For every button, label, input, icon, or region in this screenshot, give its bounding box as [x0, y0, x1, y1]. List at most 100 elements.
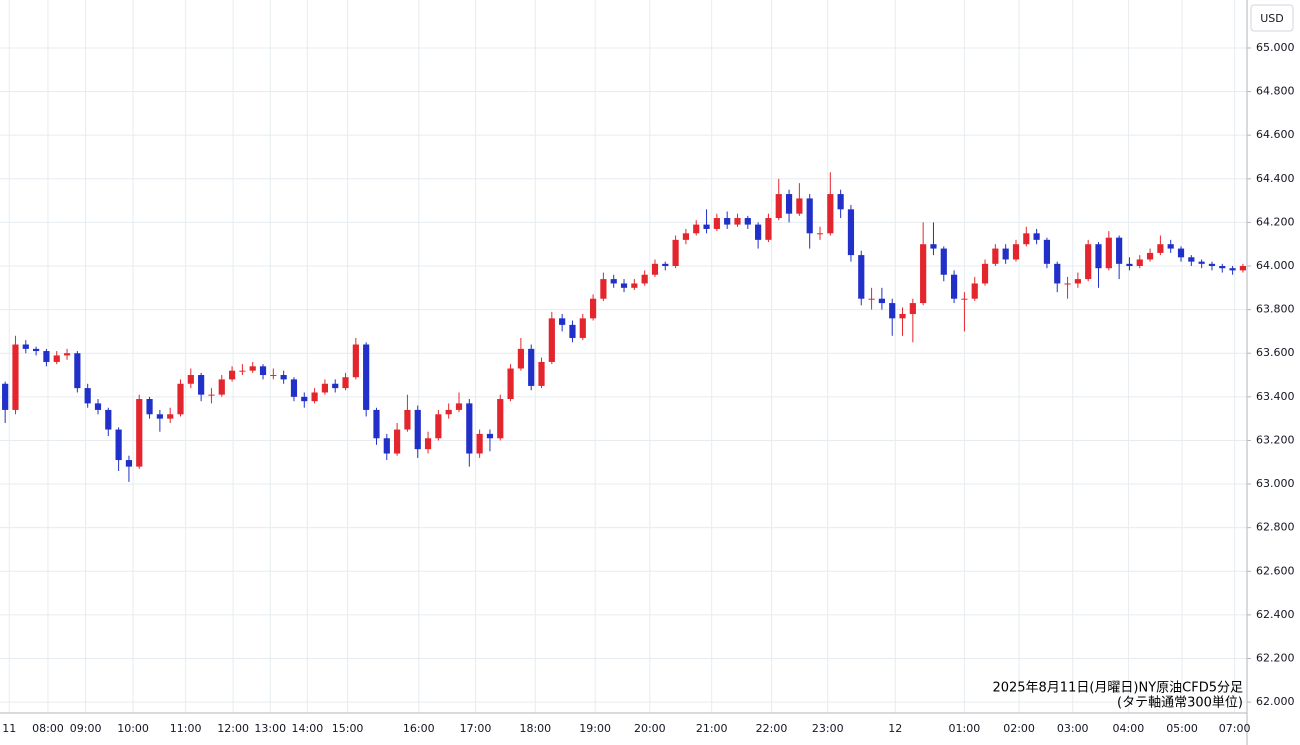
x-tick-label: 07:00	[1219, 722, 1251, 735]
x-tick-label: 17:00	[460, 722, 492, 735]
candle-body	[394, 429, 401, 454]
candle-body	[125, 460, 133, 467]
candle-body	[981, 263, 989, 284]
candle-body	[703, 224, 710, 229]
candle-body	[1023, 233, 1030, 245]
candle-body	[290, 379, 298, 397]
candle-body	[373, 409, 380, 439]
candle-body	[1064, 283, 1071, 285]
candle-body	[620, 283, 628, 288]
candle-body	[1136, 259, 1143, 267]
x-tick-label: 03:00	[1057, 722, 1089, 735]
candle-body	[610, 279, 617, 284]
candle-body	[827, 194, 834, 234]
candle-body	[755, 224, 762, 240]
candle-body	[280, 375, 287, 380]
candle-body	[806, 198, 813, 234]
candle-body	[239, 370, 246, 372]
y-tick-label: 65.000	[1256, 41, 1295, 54]
x-tick-label: 04:00	[1113, 722, 1145, 735]
candle-body	[785, 194, 793, 214]
candle-body	[445, 409, 452, 415]
annotation: (タテ軸通常300単位)	[1117, 695, 1243, 711]
candle-body	[12, 344, 19, 410]
candle-body	[713, 218, 720, 229]
candle-body	[105, 409, 112, 430]
y-tick-label: 63.600	[1256, 346, 1295, 359]
candle-body	[1188, 257, 1195, 262]
x-tick-label: 22:00	[756, 722, 788, 735]
y-tick-label: 64.800	[1256, 85, 1295, 98]
candle-body	[1012, 244, 1020, 260]
candle-body	[136, 399, 143, 467]
x-tick-label: 08:00	[32, 722, 64, 735]
annotation: 2025年8月11日(月曜日)NY原油CFD5分足	[992, 681, 1243, 696]
x-tick-label: 01:00	[949, 722, 981, 735]
candle-body	[332, 383, 339, 389]
candle-body	[414, 409, 421, 450]
candle-body	[1116, 237, 1123, 264]
y-tick-label: 62.200	[1256, 651, 1295, 664]
candle-body	[497, 399, 504, 439]
candle-body	[672, 239, 679, 267]
candle-body	[1157, 244, 1164, 253]
candle-body	[352, 344, 359, 378]
candle-body	[301, 396, 308, 402]
candle-body	[198, 375, 205, 395]
candle-body	[724, 218, 731, 225]
candle-body	[600, 279, 607, 299]
x-tick-label: 23:00	[812, 722, 844, 735]
candle-body	[43, 351, 50, 362]
candle-body	[651, 263, 659, 275]
y-tick-label: 63.400	[1256, 390, 1295, 403]
candle-body	[476, 433, 483, 454]
candle-body	[909, 303, 916, 314]
candle-body	[662, 263, 669, 267]
candle-body	[569, 324, 576, 338]
candle-body	[1054, 263, 1061, 284]
candle-body	[1095, 244, 1102, 269]
candle-body	[682, 233, 690, 240]
candle-body	[1177, 248, 1185, 258]
candle-body	[930, 244, 937, 249]
candle-body	[1126, 263, 1133, 267]
candle-body	[1167, 244, 1174, 249]
candle-body	[744, 218, 751, 225]
y-tick-label: 64.400	[1256, 172, 1295, 185]
candle-body	[455, 403, 463, 410]
candle-body	[548, 318, 555, 362]
candle-body	[528, 348, 535, 386]
candle-body	[94, 403, 102, 410]
x-tick-label: 12	[888, 722, 902, 735]
x-tick-label: 21:00	[696, 722, 728, 735]
x-tick-label: 05:00	[1166, 722, 1198, 735]
currency-box	[1250, 4, 1294, 32]
x-tick-label: 13:00	[254, 722, 286, 735]
y-tick-label: 62.800	[1256, 521, 1295, 534]
candle-body	[878, 298, 885, 304]
candle-body	[517, 348, 524, 369]
candle-body	[404, 409, 411, 430]
candles	[2, 172, 1246, 482]
candle-body	[1105, 237, 1112, 269]
candle-body	[1146, 252, 1154, 260]
candle-body	[765, 218, 772, 240]
y-tick-label: 62.400	[1256, 608, 1295, 621]
y-tick-label: 62.600	[1256, 564, 1295, 577]
candle-body	[920, 244, 927, 304]
candle-body	[940, 248, 947, 275]
candle-body	[22, 344, 29, 349]
candle-body	[115, 429, 122, 461]
candle-body	[1208, 263, 1216, 267]
x-tick-label: 02:00	[1003, 722, 1035, 735]
candle-body	[1033, 233, 1040, 240]
candle-body	[899, 313, 906, 319]
candle-body	[507, 368, 514, 400]
x-tick-label: 11:00	[170, 722, 202, 735]
candle-body	[156, 414, 163, 419]
y-tick-label: 64.600	[1256, 128, 1295, 141]
candle-body	[796, 198, 803, 214]
candle-body	[1002, 248, 1009, 260]
y-tick-label: 62.000	[1256, 695, 1295, 708]
